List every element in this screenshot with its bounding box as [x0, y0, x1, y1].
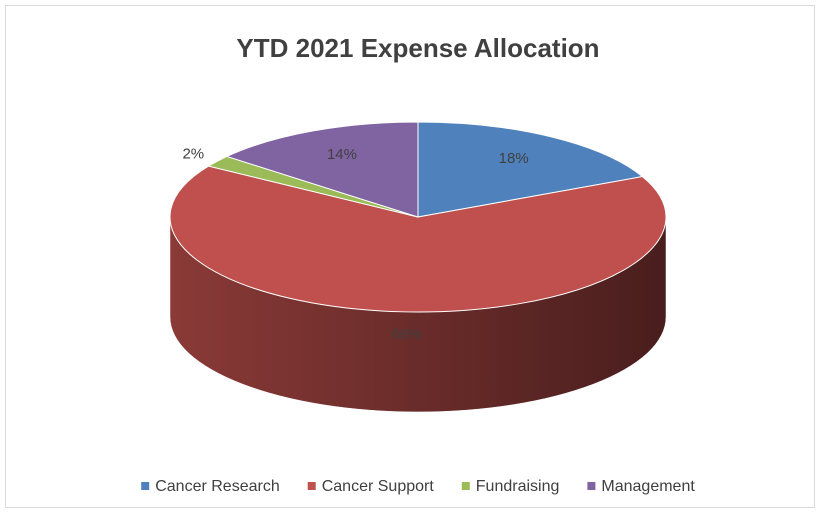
chart-title: YTD 2021 Expense Allocation: [236, 33, 599, 63]
slice: [417, 121, 644, 218]
legend-label: Management: [601, 478, 695, 495]
data-label: 14%: [327, 146, 357, 163]
data-label: 2%: [182, 145, 204, 162]
legend-swatch: [587, 482, 596, 490]
legend-label: Fundraising: [476, 478, 560, 495]
slice: [225, 121, 419, 218]
data-label: 66%: [392, 326, 422, 343]
legend-label: Cancer Research: [155, 478, 280, 495]
legend-label: Cancer Support: [322, 478, 435, 495]
legend-swatch: [307, 482, 316, 490]
data-label: 18%: [499, 150, 529, 167]
legend-swatch: [141, 482, 150, 490]
slice: [169, 165, 667, 313]
legend-swatch: [461, 482, 470, 490]
